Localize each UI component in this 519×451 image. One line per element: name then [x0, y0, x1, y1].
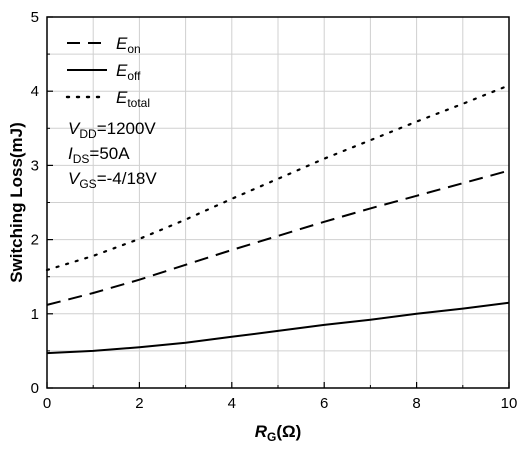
series-layer: [45, 84, 511, 355]
x-axis-title-sub: G: [267, 430, 276, 444]
condition-dd: VDD=1200V: [68, 119, 156, 141]
x-axis-title: RG(Ω): [255, 422, 302, 444]
y-tick-label: 4: [31, 83, 39, 100]
y-tick-label: 0: [31, 380, 39, 397]
condition-ds: IDS=50A: [68, 144, 130, 166]
y-tick-label: 2: [31, 232, 39, 249]
legend-label-off: Eoff: [116, 61, 141, 83]
y-axis-title: Switching Loss(mJ): [7, 122, 26, 283]
condition-gs: VGS=-4/18V: [68, 169, 157, 191]
legend: Eon Eoff Etotal: [65, 34, 150, 110]
x-tick-label: 2: [135, 395, 143, 412]
tick-layer: 0 2 4 6 8 10 0 1 2 3 4 5: [31, 9, 518, 412]
test-conditions: VDD=1200V IDS=50A VGS=-4/18V: [68, 119, 157, 191]
series-line-off: [46, 301, 510, 355]
x-tick-label: 0: [43, 395, 51, 412]
legend-label-total: Etotal: [116, 88, 150, 110]
series-line-total: [45, 84, 511, 272]
y-tick-label: 1: [31, 306, 39, 323]
x-axis-title-unit: (Ω): [276, 422, 301, 441]
y-tick-label: 5: [31, 9, 39, 26]
x-tick-label: 10: [501, 395, 518, 412]
legend-label-on: Eon: [116, 34, 141, 56]
x-tick-label: 8: [412, 395, 420, 412]
y-tick-label: 3: [31, 157, 39, 174]
grid-layer: [47, 17, 509, 388]
series-line-on: [46, 169, 510, 306]
x-tick-label: 4: [228, 395, 236, 412]
x-axis-title-main: R: [255, 422, 268, 441]
x-tick-label: 6: [320, 395, 328, 412]
